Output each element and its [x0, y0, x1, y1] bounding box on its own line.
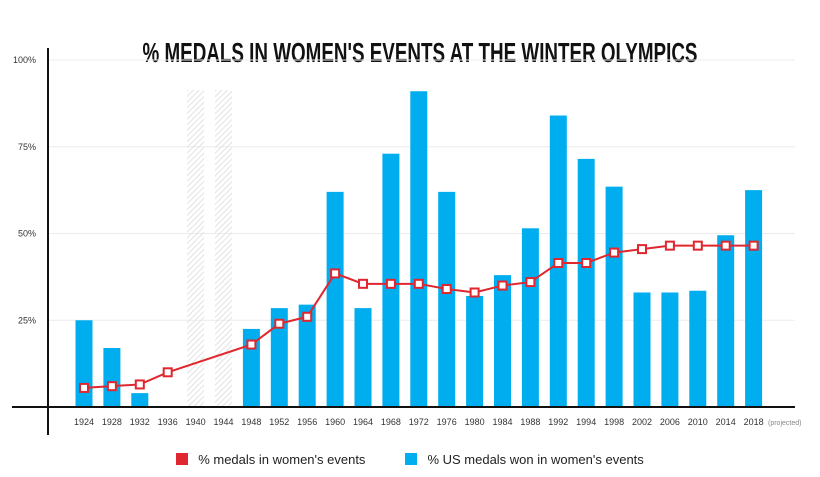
chart-title: % MEDALS IN WOMEN'S EVENTS AT THE WINTER… [143, 37, 698, 68]
x-tick-label: 1988 [520, 417, 540, 427]
legend-item-women-events: % medals in women's events [176, 452, 365, 467]
x-tick-label: 1948 [241, 417, 261, 427]
line-point-2002 [637, 244, 647, 255]
line-point-1948 [246, 339, 257, 350]
line-point-1998 [609, 247, 620, 258]
line-point-1932 [134, 379, 145, 390]
line-point-2010 [692, 240, 703, 251]
x-tick-label: 1992 [548, 417, 568, 427]
x-tick-label: 1928 [102, 417, 122, 427]
bar-1994 [577, 158, 595, 407]
x-tick-label: 1994 [576, 417, 596, 427]
x-tick-label: 1960 [325, 417, 345, 427]
x-tick-label: 1932 [130, 417, 150, 427]
x-tick-label: 1998 [604, 417, 624, 427]
line-point-1936 [162, 367, 173, 378]
bar-2018 [745, 190, 763, 407]
line-point-1928 [106, 381, 117, 392]
legend-item-us-medals: % US medals won in women's events [405, 451, 644, 467]
x-tick-label: 1924 [74, 417, 94, 427]
axes [12, 48, 795, 435]
bar-1952 [270, 308, 288, 407]
x-tick-label: 2002 [632, 417, 652, 427]
line-point-2018 [748, 240, 759, 251]
x-tick-label: 2010 [688, 417, 708, 427]
x-tick-label: 1976 [437, 417, 457, 427]
x-tick-label: 1940 [186, 417, 206, 427]
bar-1976 [438, 191, 456, 407]
x-tick-label: 1944 [213, 417, 233, 427]
bar-2014 [717, 235, 735, 407]
bar-2010 [689, 290, 707, 407]
x-tick-label: 1964 [353, 417, 373, 427]
cancelled-column-1940 [187, 90, 205, 407]
projected-note: (projected) [768, 420, 801, 427]
bar-1984 [494, 275, 511, 407]
x-tick-label: 1972 [409, 417, 429, 427]
line-point-1988 [525, 277, 536, 288]
line-point-1972 [413, 278, 424, 289]
x-tick-label: 1936 [158, 417, 178, 427]
y-tick-label: 75% [18, 142, 36, 152]
legend-label-us-medals: % US medals won in women's events [427, 451, 644, 467]
line-point-1964 [358, 278, 368, 289]
chart: % MEDALS IN WOMEN'S EVENTS AT THE WINTER… [12, 37, 801, 435]
y-tick-label: 100% [13, 55, 36, 65]
y-tick-label: 50% [18, 229, 36, 239]
bar-1960 [326, 191, 344, 407]
bar-1932 [131, 393, 149, 407]
bar-1924 [75, 320, 93, 407]
cancelled-games-shading [187, 90, 232, 407]
x-tick-label: 1984 [492, 417, 512, 427]
women-events-line [79, 240, 759, 393]
x-tick-label: 2014 [716, 417, 736, 427]
legend: % medals in women's events % US medals w… [0, 448, 820, 470]
legend-label-women-events: % medals in women's events [198, 451, 366, 467]
line-point-2014 [720, 240, 731, 251]
bar-1972 [410, 91, 428, 407]
bar-1988 [521, 228, 539, 407]
x-tick-label: 1952 [269, 417, 289, 427]
bar-1928 [103, 348, 121, 407]
line-point-1968 [385, 278, 396, 289]
legend-swatch-red [176, 453, 189, 465]
line-point-1992 [553, 257, 564, 268]
bar-2002 [633, 292, 651, 407]
bar-1956 [298, 304, 316, 407]
line-point-1956 [302, 311, 313, 322]
line-point-1952 [274, 318, 285, 329]
bar-1998 [605, 186, 623, 407]
x-tick-label: 2006 [660, 417, 680, 427]
line-point-1960 [330, 268, 341, 279]
y-tick-label: 25% [18, 315, 36, 325]
x-tick-label: 1980 [465, 417, 485, 427]
line-point-1924 [79, 382, 89, 393]
bar-1964 [354, 308, 372, 407]
bar-1980 [466, 295, 484, 407]
line-point-1994 [581, 257, 592, 268]
cancelled-column-1944 [215, 90, 232, 407]
legend-swatch-blue [405, 453, 418, 465]
x-tick-label: 2018 [744, 417, 764, 427]
line-point-1980 [469, 287, 480, 298]
x-tick-label: 1956 [297, 417, 317, 427]
line-point-2006 [664, 240, 675, 251]
line-point-1976 [441, 284, 452, 295]
us-bars [75, 91, 763, 408]
tick-labels: 25% 50% 75% 100% 1924 1928 1932 1936 1940 1944 194… [13, 55, 764, 427]
line-point-1984 [497, 280, 508, 291]
bar-2006 [661, 292, 679, 407]
x-tick-label: 1968 [381, 417, 401, 427]
